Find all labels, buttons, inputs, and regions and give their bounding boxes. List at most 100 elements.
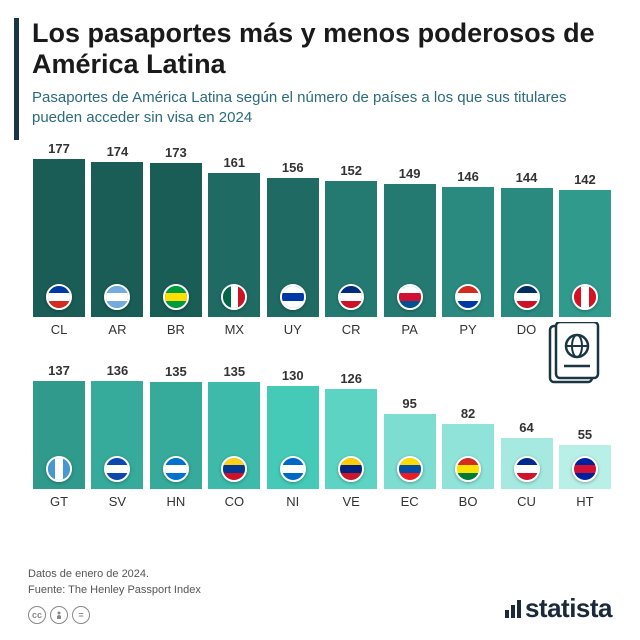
chart-title: Los pasaportes más y menos poderosos de … — [32, 18, 612, 80]
flag-ht — [572, 456, 598, 482]
bar-rect — [91, 381, 143, 489]
flag-pe — [572, 284, 598, 310]
bar-rect — [325, 389, 377, 489]
cc-by-icon — [50, 606, 68, 624]
bar-uy: 156 UY — [266, 160, 320, 337]
bar-ve: 126 VE — [324, 371, 378, 509]
flag-gt — [46, 456, 72, 482]
bar-sv: 136SV — [90, 363, 144, 509]
bar-value: 130 — [282, 368, 304, 383]
bar-value: 95 — [402, 396, 416, 411]
bar-value: 177 — [48, 141, 70, 156]
logo-text: statista — [525, 593, 612, 624]
bar-value: 55 — [578, 427, 592, 442]
bar-cu: 64 CU — [500, 420, 554, 509]
flag-ec — [397, 456, 423, 482]
bar-code: VE — [343, 494, 360, 509]
bar-value: 144 — [516, 170, 538, 185]
flag-cl — [46, 284, 72, 310]
bar-value: 64 — [519, 420, 533, 435]
bar-code: CO — [225, 494, 245, 509]
bar-code: NI — [286, 494, 299, 509]
accent-bar — [14, 18, 19, 140]
bar-rect — [33, 159, 85, 317]
bar-value: 152 — [340, 163, 362, 178]
bar-ni: 130 NI — [266, 368, 320, 509]
bar-value: 149 — [399, 166, 421, 181]
bar-hn: 135 HN — [149, 364, 203, 509]
bar-rect — [150, 382, 202, 489]
cc-license-icons: cc = — [28, 606, 201, 624]
bar-rect — [33, 381, 85, 489]
bar-code: CL — [51, 322, 68, 337]
flag-cr — [338, 284, 364, 310]
bar-rect — [559, 445, 611, 489]
bar-code: UY — [284, 322, 302, 337]
passport-icon — [544, 322, 602, 392]
flag-pa — [397, 284, 423, 310]
bar-ec: 95 EC — [383, 396, 437, 509]
bar-code: EC — [401, 494, 419, 509]
bar-cr: 152 CR — [324, 163, 378, 337]
bar-value: 146 — [457, 169, 479, 184]
bar-code: CU — [517, 494, 536, 509]
footer: Datos de enero de 2024. Fuente: The Henl… — [28, 567, 612, 624]
bar-rect — [208, 382, 260, 489]
bar-rect — [384, 414, 436, 489]
bar-py: 146 PY — [441, 169, 495, 337]
bar-rect — [267, 386, 319, 489]
bar-value: 156 — [282, 160, 304, 175]
bar-rect — [91, 162, 143, 317]
flag-sv — [104, 456, 130, 482]
bar-code: MX — [225, 322, 245, 337]
footer-source: Fuente: The Henley Passport Index — [28, 583, 201, 598]
flag-hn — [163, 456, 189, 482]
cc-icon: cc — [28, 606, 46, 624]
bar-bo: 82 BO — [441, 406, 495, 509]
bar-cl: 177 CL — [32, 141, 86, 337]
bar-br: 173 BR — [149, 145, 203, 337]
flag-co — [221, 456, 247, 482]
cc-nd-icon: = — [72, 606, 90, 624]
bar-value: 173 — [165, 145, 187, 160]
bar-ht: 55 HT — [558, 427, 612, 509]
bar-rect — [442, 187, 494, 317]
flag-cu — [514, 456, 540, 482]
bar-value: 174 — [107, 144, 129, 159]
bar-code: HN — [166, 494, 185, 509]
bar-pa: 149PA — [383, 166, 437, 337]
bar-code: CR — [342, 322, 361, 337]
bar-ar: 174 AR — [90, 144, 144, 337]
bar-value: 82 — [461, 406, 475, 421]
bar-code: BR — [167, 322, 185, 337]
bar-value: 135 — [223, 364, 245, 379]
bar-value: 136 — [107, 363, 129, 378]
statista-logo: statista — [505, 593, 612, 624]
bar-rect — [501, 188, 553, 317]
footer-date: Datos de enero de 2024. — [28, 567, 201, 582]
flag-br — [163, 284, 189, 310]
bar-value: 161 — [223, 155, 245, 170]
chart-subtitle: Pasaportes de América Latina según el nú… — [32, 88, 612, 127]
bar-value: 142 — [574, 172, 596, 187]
bar-value: 135 — [165, 364, 187, 379]
chart-area: 177 CL 174 AR 173 BR 161 MX 156 UY 152 CR 149PA 146 PY… — [32, 141, 612, 509]
bar-do: 144DO — [500, 170, 554, 337]
flag-bo — [455, 456, 481, 482]
flag-ni — [280, 456, 306, 482]
bar-code: BO — [459, 494, 478, 509]
bar-rect — [267, 178, 319, 317]
bar-mx: 161 MX — [207, 155, 261, 337]
flag-uy — [280, 284, 306, 310]
bar-rect — [150, 163, 202, 317]
bar-code: AR — [108, 322, 126, 337]
bar-rect — [384, 184, 436, 317]
bar-value: 137 — [48, 363, 70, 378]
bar-row-bottom: 137GT136SV135HN135CO130NI126VE95EC82BO64… — [32, 363, 612, 509]
bar-rect — [442, 424, 494, 489]
bar-code: PY — [459, 322, 476, 337]
flag-py — [455, 284, 481, 310]
bar-code: HT — [576, 494, 593, 509]
bar-value: 126 — [340, 371, 362, 386]
bar-rect — [559, 190, 611, 317]
